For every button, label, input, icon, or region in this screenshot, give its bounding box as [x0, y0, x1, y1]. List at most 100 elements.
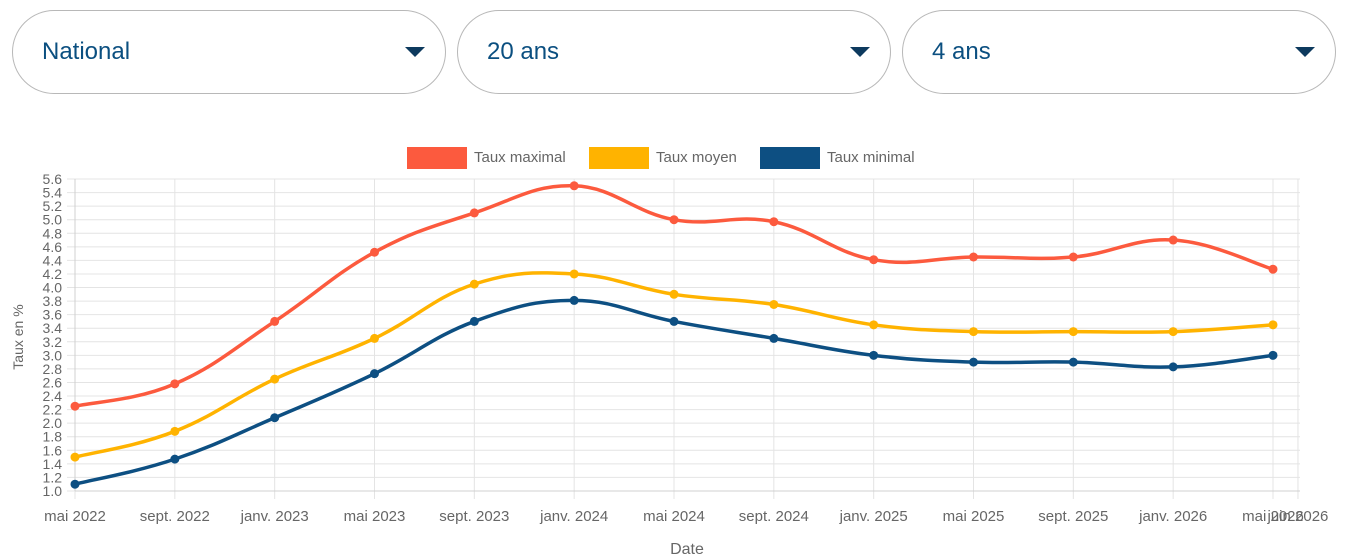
duration-select-value: 20 ans: [487, 38, 560, 65]
data-point[interactable]: [569, 269, 579, 279]
data-point[interactable]: [70, 479, 80, 489]
y-tick-label: 5.4: [43, 185, 63, 201]
x-axis-label: Date: [670, 541, 704, 555]
y-tick-label: 3.4: [43, 320, 63, 336]
x-tick-label: mai 2024: [643, 508, 705, 525]
data-point[interactable]: [170, 426, 180, 436]
data-point[interactable]: [270, 316, 280, 326]
y-tick-label: 5.2: [43, 198, 63, 214]
chevron-down-icon: [1295, 47, 1315, 57]
data-point[interactable]: [170, 454, 180, 464]
x-tick-label: sept. 2024: [739, 508, 809, 525]
y-tick-label: 4.8: [43, 225, 63, 241]
data-point[interactable]: [270, 374, 280, 384]
data-point[interactable]: [969, 252, 978, 262]
y-axis-ticks: 1.01.21.41.61.82.02.22.42.62.83.03.23.43…: [43, 171, 63, 499]
data-point[interactable]: [569, 181, 579, 191]
data-point[interactable]: [1168, 235, 1178, 245]
rate-chart: Taux maximal Taux moyen Taux minimal 1.01.…: [10, 147, 1329, 555]
y-tick-label: 1.8: [43, 429, 63, 445]
region-select[interactable]: National: [12, 10, 446, 94]
data-point[interactable]: [370, 333, 379, 343]
legend-item[interactable]: Taux minimal: [760, 147, 915, 169]
y-tick-label: 4.6: [43, 239, 63, 255]
data-point[interactable]: [669, 215, 679, 225]
data-point[interactable]: [869, 320, 879, 330]
series-taux-minimal: [70, 295, 1278, 489]
data-point[interactable]: [1068, 357, 1078, 367]
legend-label: Taux minimal: [827, 149, 915, 166]
data-point[interactable]: [1268, 320, 1278, 330]
data-point[interactable]: [1068, 327, 1078, 337]
legend-item[interactable]: Taux moyen: [589, 147, 737, 169]
series-taux-moyen: [70, 269, 1278, 462]
legend-swatch: [760, 147, 820, 169]
x-tick-label: mai 2023: [344, 508, 406, 525]
x-tick-label: juin 2026: [1267, 508, 1329, 525]
x-tick-label: mai 2026: [1242, 508, 1304, 525]
data-point[interactable]: [170, 379, 180, 389]
chevron-down-icon: [405, 47, 425, 57]
data-point[interactable]: [270, 413, 280, 423]
y-tick-label: 4.2: [43, 266, 63, 282]
y-tick-label: 1.2: [43, 469, 63, 485]
legend-item[interactable]: Taux maximal: [407, 147, 566, 169]
legend-label: Taux maximal: [474, 149, 566, 166]
x-tick-label: sept. 2023: [439, 508, 509, 525]
x-tick-label: mai 2022: [44, 508, 106, 525]
x-tick-label: janv. 2024: [539, 508, 608, 525]
data-point[interactable]: [469, 279, 479, 289]
data-point[interactable]: [669, 316, 679, 326]
chart-series: [70, 181, 1278, 489]
y-tick-label: 2.0: [43, 415, 63, 431]
data-point[interactable]: [1068, 252, 1078, 262]
y-tick-label: 2.4: [43, 388, 63, 404]
y-tick-label: 3.2: [43, 334, 63, 350]
legend-swatch: [589, 147, 649, 169]
data-point[interactable]: [1168, 362, 1178, 372]
chart-legend: Taux maximal Taux moyen Taux minimal: [407, 147, 915, 169]
data-point[interactable]: [1168, 327, 1178, 337]
y-tick-label: 5.6: [43, 171, 63, 187]
data-point[interactable]: [769, 299, 779, 309]
data-point[interactable]: [469, 316, 479, 326]
data-point[interactable]: [969, 327, 978, 337]
y-tick-label: 2.2: [43, 402, 63, 418]
y-tick-label: 5.0: [43, 212, 63, 228]
data-point[interactable]: [869, 255, 879, 265]
data-point[interactable]: [469, 208, 479, 218]
data-point[interactable]: [370, 369, 379, 379]
data-point[interactable]: [969, 357, 978, 367]
data-point[interactable]: [769, 333, 779, 343]
y-tick-label: 1.4: [43, 456, 63, 472]
y-tick-label: 3.6: [43, 307, 63, 323]
legend-swatch: [407, 147, 467, 169]
series-taux-maximal: [70, 181, 1278, 411]
data-point[interactable]: [569, 295, 579, 305]
y-tick-label: 2.6: [43, 374, 63, 390]
y-axis-label: Taux en %: [10, 304, 26, 369]
data-point[interactable]: [869, 350, 879, 360]
data-point[interactable]: [70, 401, 80, 411]
y-tick-label: 2.8: [43, 361, 63, 377]
data-point[interactable]: [70, 452, 80, 462]
y-tick-label: 4.0: [43, 280, 63, 296]
duration-select[interactable]: 20 ans: [457, 10, 891, 94]
chart-grid: [67, 178, 1300, 499]
x-tick-label: janv. 2026: [1138, 508, 1207, 525]
data-point[interactable]: [370, 247, 379, 257]
period-select-value: 4 ans: [932, 38, 991, 65]
legend-label: Taux moyen: [656, 149, 737, 166]
y-tick-label: 1.0: [43, 483, 63, 499]
period-select[interactable]: 4 ans: [902, 10, 1336, 94]
x-tick-label: janv. 2025: [839, 508, 908, 525]
x-tick-label: sept. 2022: [140, 508, 210, 525]
region-select-value: National: [42, 38, 131, 65]
data-point[interactable]: [769, 217, 779, 227]
data-point[interactable]: [1268, 350, 1278, 360]
chevron-down-icon: [850, 47, 870, 57]
data-point[interactable]: [1268, 264, 1278, 274]
data-point[interactable]: [669, 289, 679, 299]
x-tick-label: mai 2025: [943, 508, 1005, 525]
y-tick-label: 3.8: [43, 293, 63, 309]
